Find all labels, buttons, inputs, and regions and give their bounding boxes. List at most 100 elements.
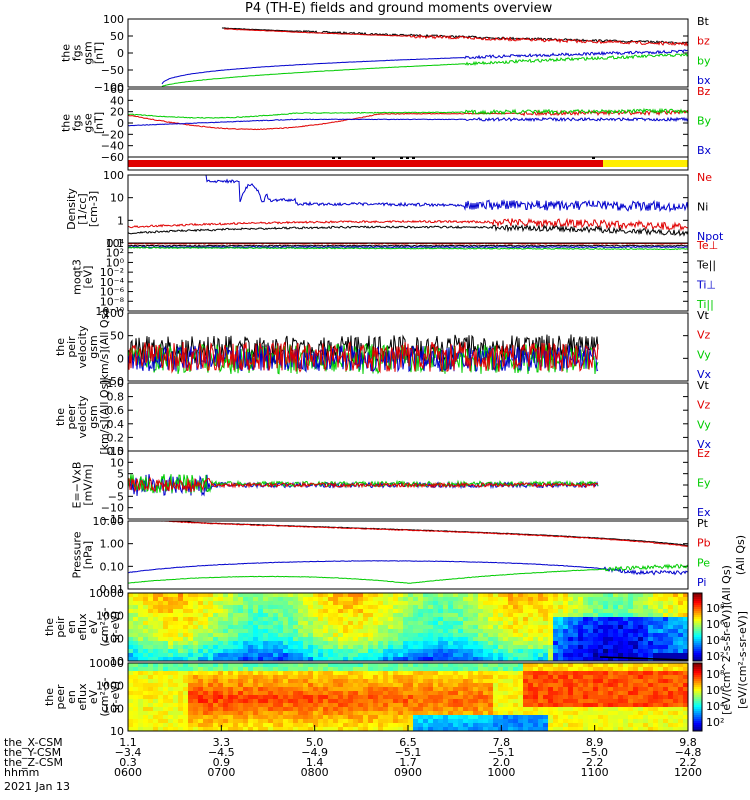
peir-spectrogram-cell — [563, 597, 569, 602]
peir-spectrogram-cell — [293, 609, 299, 614]
peir-spectrogram-cell — [248, 637, 254, 642]
peer-spectrogram-cell — [588, 715, 594, 720]
peer-spectrogram-cell — [398, 667, 404, 672]
peir-spectrogram-cell — [538, 613, 544, 618]
peir-spectrogram-cell — [433, 633, 439, 638]
peer-spectrogram-cell — [488, 691, 494, 696]
peir-spectrogram-cell — [343, 593, 349, 598]
peer-spectrogram-cell — [353, 663, 359, 668]
peer-spectrogram-cell — [243, 719, 249, 724]
colorbar-tick-2: 10² — [706, 716, 724, 729]
peir-spectrogram-cell — [433, 629, 439, 634]
peir-spectrogram-cell — [358, 637, 364, 642]
peer-spectrogram-cell — [508, 707, 514, 712]
peer-spectrogram-cell — [363, 699, 369, 704]
peir-spectrogram-cell — [238, 637, 244, 642]
peer-spectrogram-cell — [563, 715, 569, 720]
peer-spectrogram-cell — [138, 683, 144, 688]
peer-spectrogram-cell — [393, 719, 399, 724]
peer-spectrogram-cell — [658, 715, 664, 720]
peer-spectrogram-cell — [603, 719, 609, 724]
peir-spectrogram-cell — [643, 601, 649, 606]
peer-spectrogram-cell — [598, 723, 604, 728]
peir-spectrogram-cell — [478, 609, 484, 614]
peer-spectrogram-cell — [193, 663, 199, 668]
peer_velocity-ytick: 0.8 — [107, 391, 125, 404]
peir-spectrogram-cell — [408, 613, 414, 618]
peir-spectrogram-cell — [368, 621, 374, 626]
peer-spectrogram-cell — [543, 663, 549, 668]
peer-spectrogram-cell — [178, 695, 184, 700]
peer-spectrogram-cell — [408, 727, 414, 732]
colorbar-cell — [693, 627, 702, 630]
peer-spectrogram-cell — [678, 683, 684, 688]
peer-spectrogram-cell — [458, 723, 464, 728]
peir-spectrogram-cell — [333, 601, 339, 606]
xaxis-value: −3.4 — [115, 746, 142, 759]
peir-spectrogram-cell — [658, 617, 664, 622]
peer-spectrogram-cell — [183, 703, 189, 708]
peer-spectrogram-cell — [333, 707, 339, 712]
peer-spectrogram-cell — [588, 663, 594, 668]
peir-spectrogram-cell — [598, 609, 604, 614]
peir-spectrogram-cell — [223, 641, 229, 646]
peer-spectrogram-cell — [363, 719, 369, 724]
peer-spectrogram-cell — [143, 707, 149, 712]
peir-spectrogram-cell — [398, 621, 404, 626]
peir-spectrogram-cell — [408, 629, 414, 634]
peir-spectrogram-cell — [663, 641, 669, 646]
peir-spectrogram-cell — [608, 597, 614, 602]
peir-spectrogram-cell — [473, 645, 479, 650]
peir-spectrogram-cell — [148, 637, 154, 642]
peer-spectrogram-cell — [263, 679, 269, 684]
peer-spectrogram-cell — [163, 703, 169, 708]
peir-spectrogram-cell — [518, 597, 524, 602]
peer-spectrogram-cell — [683, 691, 689, 696]
peer-spectrogram-cell — [338, 715, 344, 720]
peer-spectrogram-cell — [298, 663, 304, 668]
peer-spectrogram-cell — [398, 675, 404, 680]
peir-spectrogram-cell — [523, 637, 529, 642]
peer-spectrogram-cell — [343, 695, 349, 700]
peir-spectrogram-cell — [583, 597, 589, 602]
fgs_gse-legend-By: By — [697, 114, 712, 127]
xaxis-value: 2.2 — [586, 756, 604, 769]
peer-spectrogram-cell — [488, 671, 494, 676]
colorbar-cell — [693, 669, 702, 672]
peir-spectrogram-cell — [303, 593, 309, 598]
peir-spectrogram-cell — [268, 657, 274, 662]
peir-spectrogram-cell — [678, 629, 684, 634]
peir-spectrogram-cell — [283, 657, 289, 662]
peer-spectrogram-cell — [473, 727, 479, 732]
peir-spectrogram-cell — [533, 625, 539, 630]
peer-spectrogram-cell — [188, 715, 194, 720]
peir-spectrogram-cell — [268, 645, 274, 650]
peir-spectrogram-cell — [403, 649, 409, 654]
peer-spectrogram-cell — [178, 683, 184, 688]
peir-spectrogram-cell — [343, 637, 349, 642]
peir-spectrogram-cell — [518, 633, 524, 638]
peir-spectrogram-cell — [393, 641, 399, 646]
peer_velocity-legend-Vt: Vt — [697, 379, 710, 392]
peir-spectrogram-cell — [153, 649, 159, 654]
colorbar-side-text-label: [eV/(cm^2-s-sr-eV)](All Qs) — [720, 565, 733, 715]
peer-spectrogram-cell — [573, 667, 579, 672]
peir-spectrogram-cell — [348, 657, 354, 662]
colorbar-cell — [693, 611, 702, 614]
fgs_gse-ylabel-line: [nT] — [93, 112, 106, 134]
peir-spectrogram-cell — [153, 621, 159, 626]
peir-spectrogram-cell — [388, 597, 394, 602]
peer-spectrogram-cell — [498, 695, 504, 700]
peer-spectrogram-cell — [648, 691, 654, 696]
peir-spectrogram-cell — [193, 633, 199, 638]
peir-spectrogram-cell — [338, 621, 344, 626]
peer-spectrogram-cell — [198, 691, 204, 696]
peir-spectrogram-cell — [128, 641, 134, 646]
peer-spectrogram-cell — [588, 683, 594, 688]
peir-spectrogram-cell — [643, 621, 649, 626]
peer-spectrogram-cell — [243, 675, 249, 680]
peir-spectrogram-cell — [188, 633, 194, 638]
peir-spectrogram-cell — [148, 641, 154, 646]
peer-spectrogram-cell — [583, 667, 589, 672]
peir-spectrogram-cell — [183, 637, 189, 642]
